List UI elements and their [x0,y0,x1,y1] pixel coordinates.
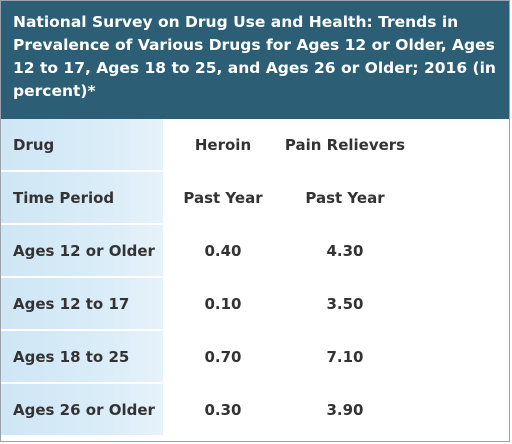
table-row-ages-12-to-17: Ages 12 to 17 0.10 3.50 [1,278,509,331]
row-header-label: Time Period [13,189,115,207]
table-row-drug: Drug Heroin Pain Relievers [1,119,509,172]
table-row-time-period: Time Period Past Year Past Year [1,172,509,225]
row-header-label: Ages 12 or Older [13,242,155,260]
row-header-label: Ages 18 to 25 [13,348,130,366]
data-table: Drug Heroin Pain Relievers Time Period P… [1,119,509,441]
title-line: percent)* [13,82,96,100]
title-line: Prevalence of Various Drugs for Ages 12 … [13,36,495,54]
table-row-ages-18-to-25: Ages 18 to 25 0.70 7.10 [1,331,509,384]
title-line: 12 to 17, Ages 18 to 25, and Ages 26 or … [13,59,496,77]
table-title: National Survey on Drug Use and Health: … [1,1,509,119]
table-cell: Past Year [305,189,385,207]
table-cell: 0.30 [204,401,242,419]
column-header-heroin: Heroin [194,136,252,154]
row-header-label: Drug [13,136,55,154]
table-cell: Past Year [183,189,263,207]
row-header: Ages 26 or Older [1,384,163,437]
table-row-ages-12-or-older: Ages 12 or Older 0.40 4.30 [1,225,509,278]
row-header: Drug [1,119,163,172]
row-header: Time Period [1,172,163,225]
title-line: National Survey on Drug Use and Health: … [13,13,459,31]
table-cell: 0.10 [204,295,242,313]
table-row-ages-26-or-older: Ages 26 or Older 0.30 3.90 [1,384,509,437]
row-header-label: Ages 26 or Older [13,401,155,419]
table-cell: 7.10 [326,348,364,366]
row-header: Ages 12 to 17 [1,278,163,331]
table-cell: 0.40 [204,242,242,260]
table-cell: 3.50 [326,295,364,313]
table-cell: 0.70 [204,348,242,366]
row-header-label: Ages 12 to 17 [13,295,130,313]
row-header: Ages 18 to 25 [1,331,163,384]
row-header: Ages 12 or Older [1,225,163,278]
column-header-pain-relievers: Pain Relievers [284,136,406,154]
table-cell: 4.30 [326,242,364,260]
table-cell: 3.90 [326,401,364,419]
